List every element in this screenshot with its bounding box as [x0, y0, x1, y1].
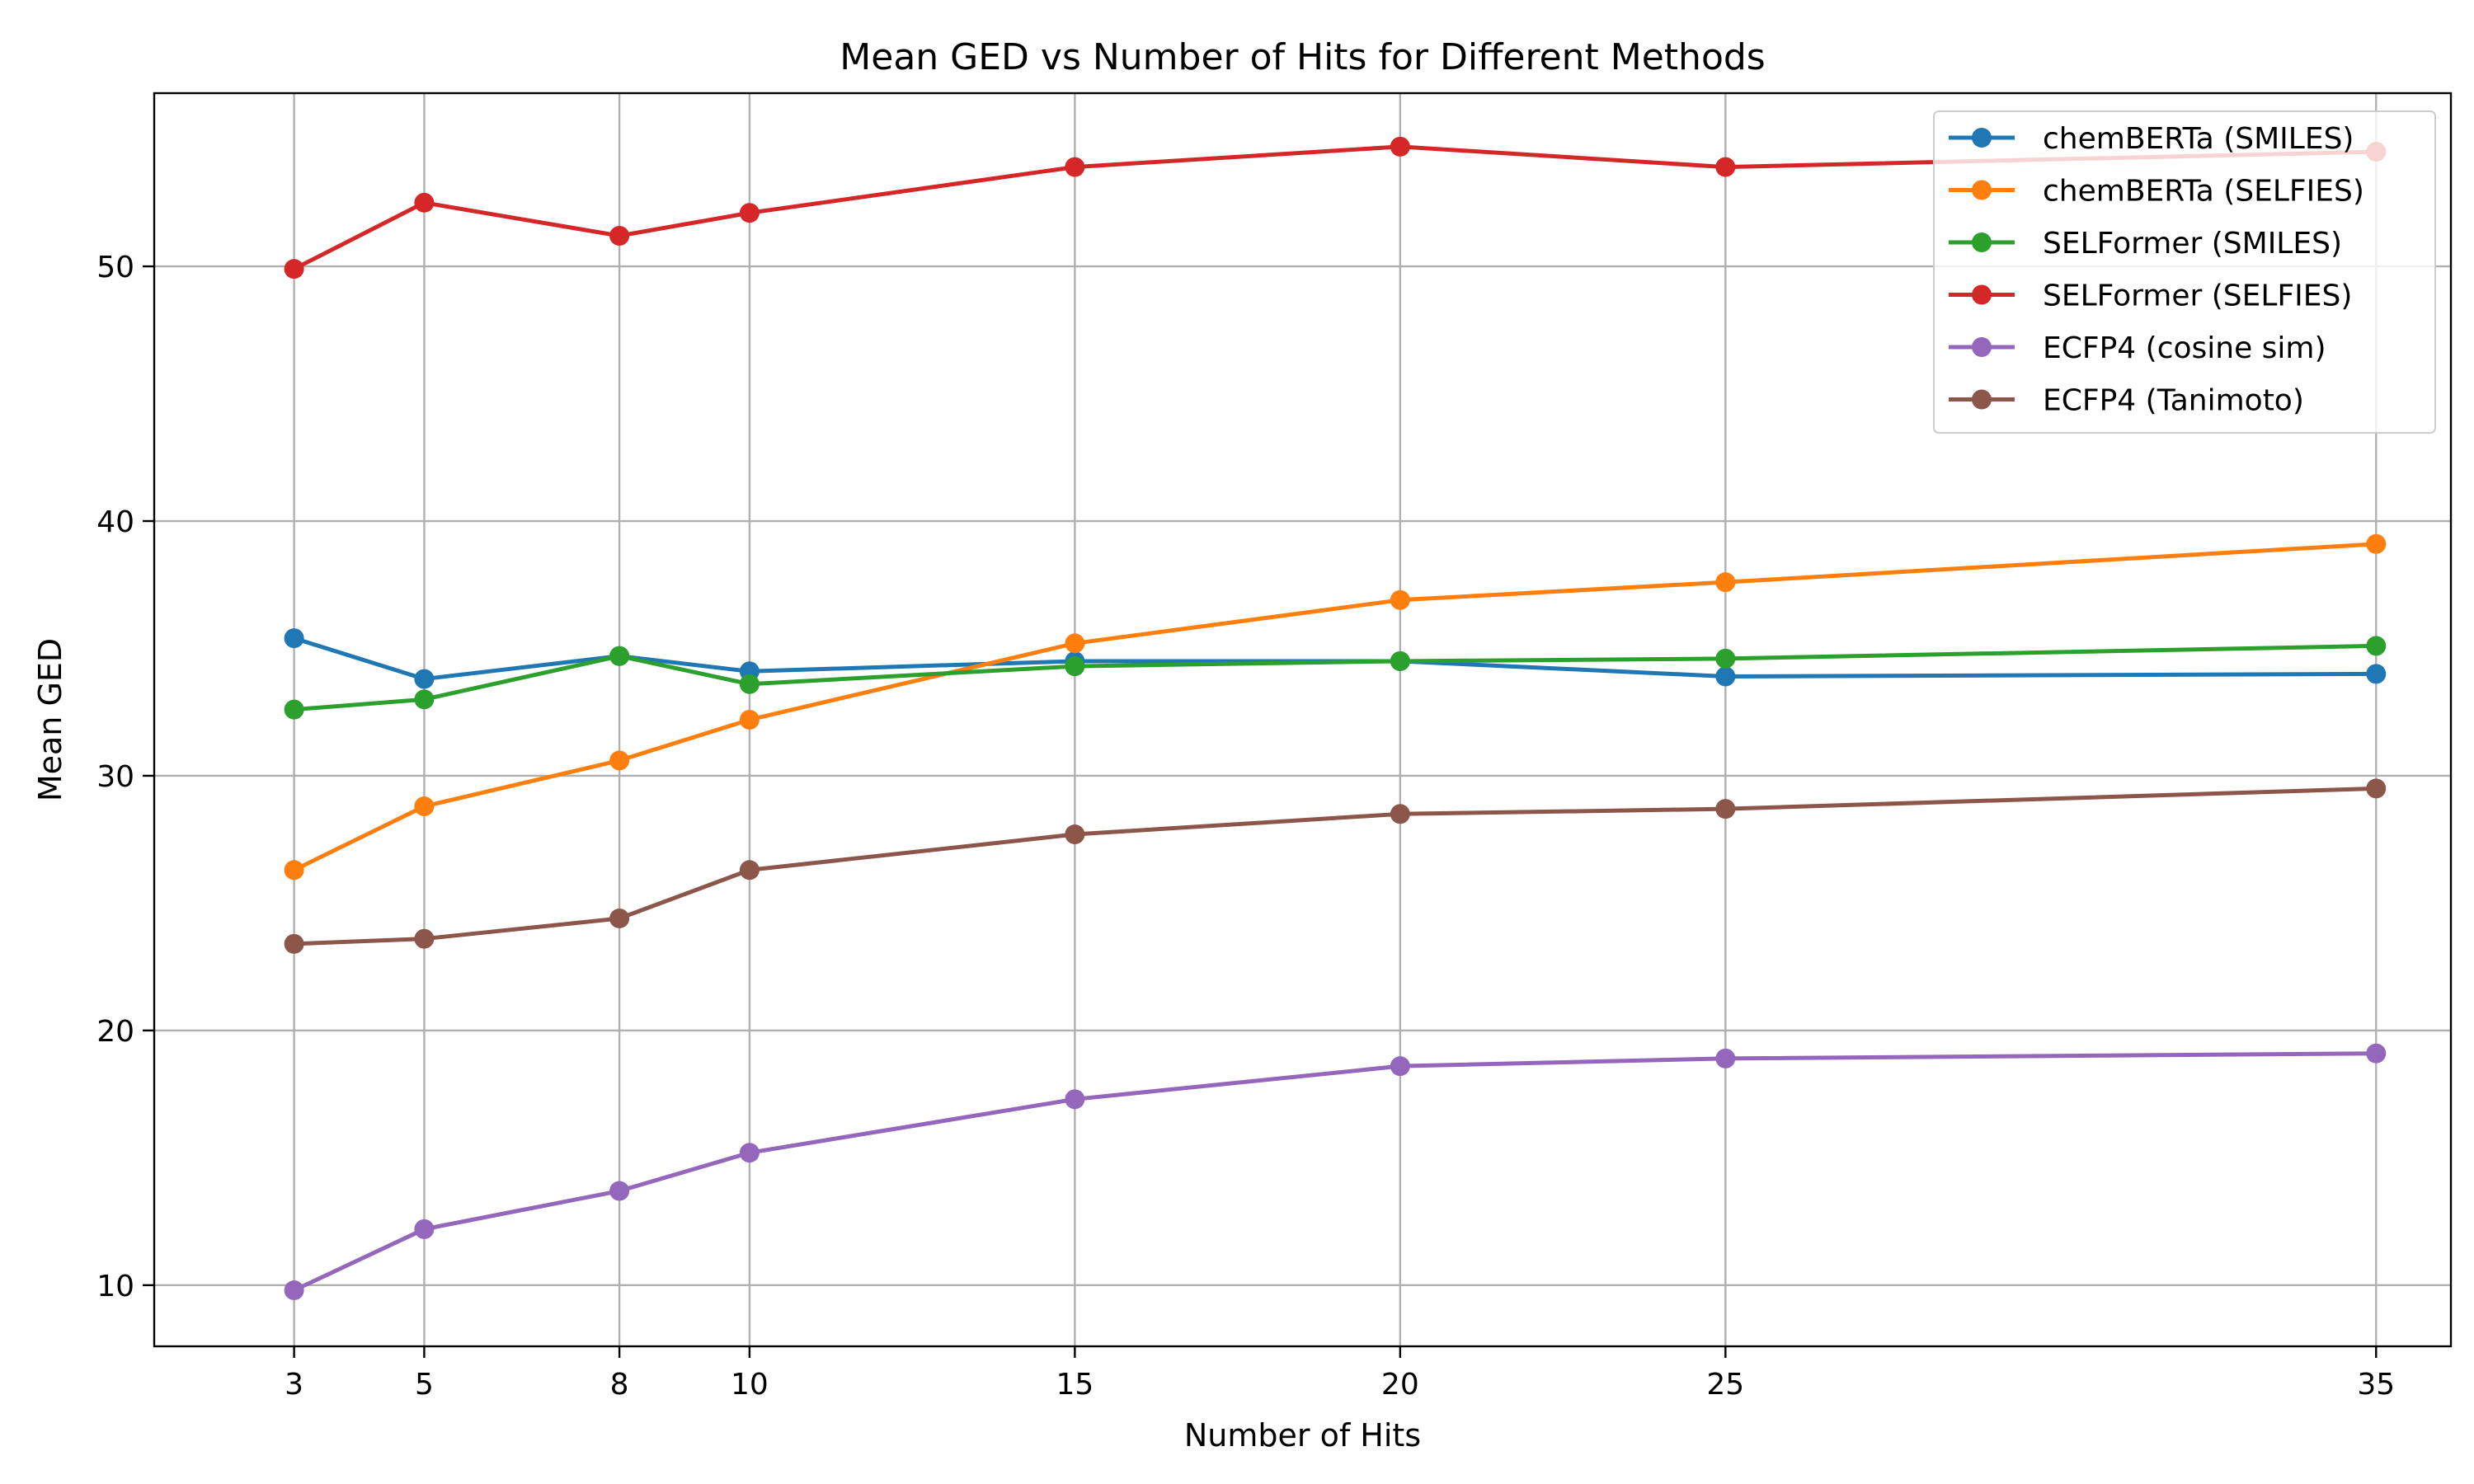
data-point	[1715, 1048, 1736, 1068]
legend-label: SELFormer (SMILES)	[2043, 227, 2342, 261]
legend-swatch-marker	[1972, 284, 1992, 305]
data-point	[1715, 157, 1736, 177]
legend-swatch-marker	[1972, 389, 1992, 410]
series-layer	[284, 136, 2387, 1301]
legend-items: chemBERTa (SMILES) chemBERTa (SELFIES) SEL…	[1949, 122, 2364, 418]
legend-swatch-marker	[1972, 337, 1992, 357]
data-point	[739, 1143, 760, 1163]
series-2	[284, 636, 2387, 720]
data-point	[1390, 589, 1410, 610]
data-point	[1065, 633, 1085, 654]
data-point	[414, 928, 435, 949]
data-point	[1715, 572, 1736, 593]
data-point	[609, 908, 630, 928]
data-point	[2366, 533, 2387, 554]
legend: chemBERTa (SMILES) chemBERTa (SELFIES) SEL…	[1933, 110, 2436, 434]
data-point	[414, 669, 435, 689]
legend-label: chemBERTa (SMILES)	[2043, 122, 2354, 156]
series-line	[293, 1051, 2377, 1293]
legend-item: ECFP4 (Tanimoto)	[1949, 384, 2304, 418]
data-point	[284, 259, 304, 279]
data-point	[609, 1181, 630, 1201]
series-5	[284, 778, 2387, 954]
data-point	[1715, 666, 1736, 687]
data-point	[2366, 1043, 2387, 1064]
data-point	[414, 192, 435, 213]
data-point	[1390, 650, 1410, 671]
series-line	[293, 636, 2377, 682]
legend-label: ECFP4 (cosine sim)	[2043, 331, 2326, 365]
data-point	[1715, 648, 1736, 669]
series-1	[284, 533, 2387, 881]
data-point	[1065, 157, 1085, 177]
y-tick-label: 10	[96, 1270, 134, 1303]
legend-swatch-marker	[1972, 180, 1992, 200]
legend-item: SELFormer (SELFIES)	[1949, 279, 2352, 313]
legend-item: chemBERTa (SMILES)	[1949, 122, 2354, 156]
series-line	[293, 542, 2377, 872]
y-tick-label: 20	[96, 1015, 134, 1049]
data-point	[284, 628, 304, 649]
data-point	[414, 689, 435, 710]
plot-frame	[153, 92, 2453, 1348]
legend-item: SELFormer (SMILES)	[1949, 227, 2342, 261]
data-point	[1065, 1089, 1085, 1110]
x-tick-label: 20	[1381, 1368, 1419, 1402]
data-point	[1390, 804, 1410, 824]
data-point	[1715, 799, 1736, 819]
x-tick-label: 15	[1056, 1368, 1094, 1402]
x-tick-label: 8	[610, 1368, 629, 1402]
data-point	[414, 796, 435, 817]
data-point	[2366, 636, 2387, 656]
data-point	[1390, 136, 1410, 157]
data-point	[284, 1280, 304, 1301]
data-point	[609, 750, 630, 771]
series-4	[284, 1043, 2387, 1301]
series-line	[293, 144, 2377, 271]
data-point	[739, 860, 760, 881]
legend-item: chemBERTa (SELFIES)	[1949, 175, 2364, 209]
legend-label: ECFP4 (Tanimoto)	[2043, 384, 2304, 418]
x-axis-label: Number of Hits	[1184, 1417, 1421, 1453]
data-point	[1065, 824, 1085, 845]
data-point	[1065, 656, 1085, 677]
data-point	[739, 674, 760, 694]
legend-label: chemBERTa (SELFIES)	[2043, 175, 2364, 209]
x-tick-label: 3	[285, 1368, 303, 1402]
y-tick-label: 40	[96, 505, 134, 539]
chart-title: Mean GED vs Number of Hits for Different…	[840, 36, 1765, 78]
data-point	[414, 1219, 435, 1239]
data-point	[284, 699, 304, 720]
y-tick-label: 30	[96, 760, 134, 794]
y-tick-label: 50	[96, 251, 134, 284]
x-tick-label: 10	[731, 1368, 769, 1402]
data-point	[2366, 778, 2387, 799]
data-point	[739, 710, 760, 730]
data-point	[609, 226, 630, 247]
legend-swatch-marker	[1972, 232, 1992, 252]
data-point	[2366, 664, 2387, 684]
series-line	[294, 643, 2377, 712]
legend-box	[1933, 110, 2436, 434]
data-point	[284, 933, 304, 954]
x-tick-label: 25	[1706, 1368, 1744, 1402]
data-point	[1390, 1056, 1410, 1077]
data-point	[284, 860, 304, 881]
x-tick-label: 5	[415, 1368, 434, 1402]
legend-label: SELFormer (SELFIES)	[2043, 279, 2352, 313]
data-point	[609, 646, 630, 666]
legend-swatch-marker	[1972, 128, 1992, 148]
y-axis-label: Mean GED	[32, 638, 68, 801]
x-tick-label: 35	[2357, 1368, 2395, 1402]
series-line	[294, 786, 2377, 946]
data-point	[739, 203, 760, 223]
legend-item: ECFP4 (cosine sim)	[1949, 331, 2326, 365]
